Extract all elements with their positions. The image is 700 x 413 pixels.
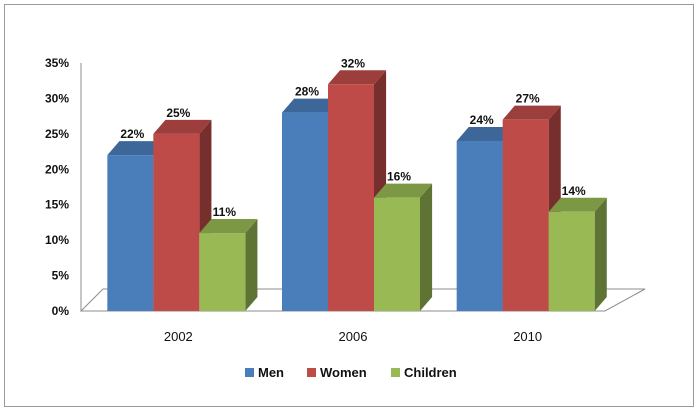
bar-front bbox=[107, 155, 154, 311]
y-tick-label: 15% bbox=[45, 198, 69, 212]
legend-swatch bbox=[307, 368, 316, 377]
y-tick-label: 30% bbox=[45, 91, 69, 105]
data-label-children-2010: 14% bbox=[562, 184, 586, 198]
bars bbox=[107, 70, 607, 311]
bar-side bbox=[245, 219, 258, 311]
legend-swatch bbox=[245, 368, 254, 377]
y-tick-label: 20% bbox=[45, 162, 69, 176]
y-tick-label: 5% bbox=[52, 269, 70, 283]
bar-front bbox=[199, 233, 246, 311]
data-label-men-2010: 24% bbox=[470, 113, 494, 127]
data-label-women-2010: 27% bbox=[516, 92, 540, 106]
legend-label: Children bbox=[404, 365, 457, 380]
bar-front bbox=[282, 112, 328, 311]
bar-top bbox=[328, 70, 387, 85]
bar-top bbox=[548, 197, 607, 212]
chart-frame: 0% 5% 10% 15% 20% 25% 30% 35% 22% 25% 11% 28% 32% 16… bbox=[4, 4, 694, 407]
bar-children-2006 bbox=[374, 183, 433, 311]
bar-top bbox=[374, 183, 433, 198]
legend-item-men: Men bbox=[245, 365, 284, 380]
y-tick-label: 35% bbox=[45, 56, 69, 70]
bar-front bbox=[374, 197, 420, 311]
data-label-women-2006: 32% bbox=[341, 56, 365, 70]
bar-top bbox=[199, 219, 258, 234]
y-tick-label: 25% bbox=[45, 127, 69, 141]
y-axis: 0% 5% 10% 15% 20% 25% 30% 35% bbox=[45, 56, 69, 318]
y-tick-label: 0% bbox=[52, 304, 70, 318]
data-label-children-2006: 16% bbox=[387, 170, 411, 184]
bar-top bbox=[153, 119, 212, 134]
bar-top bbox=[107, 141, 166, 156]
y-tick-label: 10% bbox=[45, 233, 69, 247]
x-tick-label: 2002 bbox=[164, 329, 193, 344]
bar-chart: 0% 5% 10% 15% 20% 25% 30% 35% 22% 25% 11% 28% 32% 16… bbox=[45, 56, 646, 380]
legend-label: Women bbox=[320, 365, 367, 380]
bar-front bbox=[456, 140, 503, 311]
data-label-women-2002: 25% bbox=[166, 106, 190, 120]
data-label-men-2002: 22% bbox=[120, 127, 144, 141]
legend-label: Men bbox=[258, 365, 284, 380]
bar-front bbox=[502, 119, 549, 311]
legend-item-children: Children bbox=[391, 365, 457, 380]
bar-side bbox=[594, 197, 607, 311]
x-tick-label: 2010 bbox=[513, 329, 542, 344]
x-axis: 2002 2006 2010 bbox=[164, 329, 542, 344]
legend: Men Women Children bbox=[245, 365, 457, 380]
bar-children-2002 bbox=[199, 219, 258, 311]
legend-item-women: Women bbox=[307, 365, 367, 380]
bar-top bbox=[502, 105, 561, 120]
data-labels: 22% 25% 11% 28% 32% 16% 24% 27% 14% bbox=[120, 56, 586, 219]
bar-front bbox=[328, 84, 374, 311]
bar-front bbox=[153, 133, 200, 311]
data-label-children-2002: 11% bbox=[213, 205, 237, 219]
bar-front bbox=[548, 211, 595, 311]
data-label-men-2006: 28% bbox=[295, 85, 319, 99]
legend-swatch bbox=[391, 368, 400, 377]
bar-top bbox=[456, 126, 515, 141]
bar-top bbox=[282, 98, 341, 113]
bar-side bbox=[420, 183, 433, 311]
bar-children-2010 bbox=[548, 197, 607, 311]
bar-men-2010 bbox=[456, 126, 515, 311]
x-tick-label: 2006 bbox=[339, 329, 368, 344]
